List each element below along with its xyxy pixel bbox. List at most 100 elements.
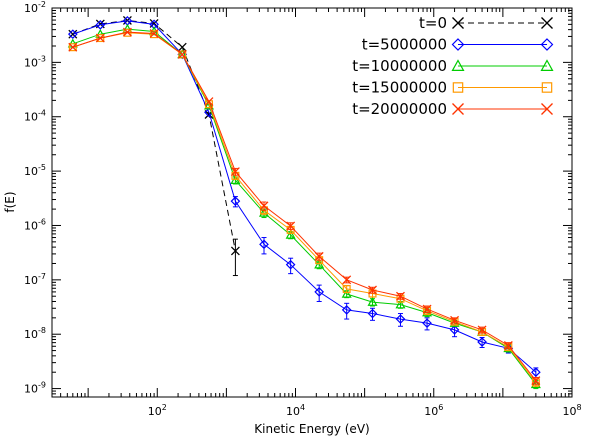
x-tick-label: 102: [148, 403, 167, 418]
data-point: [259, 239, 269, 250]
marker-stroke: [531, 376, 541, 386]
data-point: [230, 196, 241, 207]
legend-marker: [451, 38, 465, 51]
legend-entry-0: t=0: [419, 14, 553, 32]
data-point: [395, 299, 406, 309]
legend-marker: [452, 82, 464, 93]
data-point: [449, 325, 460, 335]
x-tick-label: 104: [286, 403, 305, 418]
data-point: [95, 33, 105, 43]
x-axis-label: Kinetic Energy (eV): [254, 422, 369, 436]
plot-area: [67, 15, 541, 390]
marker-stroke: [422, 304, 432, 314]
axes: 102 104 106 108 10-2 10-3 10-4 10-5 10-6 10-7 10-8…: [24, 0, 582, 418]
legend-marker: [452, 17, 464, 29]
data-point: [149, 29, 159, 38]
marker-stroke: [230, 246, 240, 256]
marker-stroke: [503, 341, 513, 350]
marker-stroke: [204, 97, 214, 107]
marker-stroke: [286, 221, 296, 231]
y-tick-label: 10-2: [24, 0, 46, 15]
data-point: [67, 29, 78, 40]
series-2: [67, 23, 541, 390]
data-point: [68, 42, 78, 52]
data-point: [341, 288, 352, 298]
legend-entry-2: t=10000000: [352, 57, 554, 75]
series-4: [68, 27, 541, 386]
data-point: [314, 259, 325, 269]
legend-label: t=15000000: [352, 79, 447, 97]
x-tick-label: 106: [424, 403, 443, 418]
y-tick-label: 10-9: [24, 381, 46, 396]
data-point: [150, 30, 159, 39]
marker-stroke: [541, 103, 553, 115]
data-point: [342, 284, 351, 293]
legend: t=0 t=5000000 t=10000000 t=15000000 t=200000…: [352, 14, 554, 118]
marker-stroke: [342, 275, 352, 285]
marker-stroke: [450, 315, 460, 325]
y-tick-label: 10-3: [24, 54, 46, 69]
data-point: [367, 296, 378, 306]
marker-stroke: [177, 49, 187, 59]
plot-frame: [51, 7, 573, 398]
marker-stroke: [477, 325, 487, 335]
data-point: [230, 167, 240, 177]
data-point: [503, 341, 513, 350]
data-point: [422, 304, 432, 314]
marker-stroke: [259, 201, 269, 211]
legend-marker: [541, 17, 553, 29]
legend-label: t=0: [419, 14, 447, 32]
marker-stroke: [396, 291, 405, 301]
series-3: [68, 28, 540, 387]
data-point: [68, 43, 77, 52]
series-line: [72, 20, 537, 373]
series-0: [68, 15, 240, 277]
legend-entry-4: t=20000000: [352, 100, 553, 118]
data-point: [204, 97, 214, 107]
y-tick-label: 10-8: [24, 326, 46, 341]
data-point: [368, 285, 377, 295]
data-point: [177, 49, 187, 59]
legend-marker: [541, 103, 553, 115]
legend-label: t=5000000: [362, 36, 447, 54]
y-tick-label: 10-7: [24, 272, 46, 287]
data-point: [285, 259, 296, 270]
legend-entry-1: t=5000000: [362, 36, 554, 54]
data-point: [395, 314, 406, 324]
legend-marker: [540, 59, 554, 72]
data-point: [258, 207, 270, 217]
data-point: [422, 318, 432, 328]
marker-stroke: [122, 27, 132, 37]
data-point: [259, 201, 269, 211]
legend-entry-3: t=15000000: [352, 79, 553, 97]
marker-stroke: [452, 103, 464, 115]
marker-stroke: [541, 17, 553, 29]
data-point: [177, 49, 188, 60]
marker-stroke: [368, 285, 377, 295]
marker-stroke: [314, 251, 324, 261]
series-1: [67, 16, 541, 378]
marker-stroke: [68, 42, 78, 52]
y-axis-label: f(E): [3, 191, 17, 212]
data-point: [285, 229, 296, 239]
data-point: [230, 246, 240, 256]
data-point: [122, 27, 132, 37]
x-tick-label: 108: [562, 403, 581, 418]
data-point: [367, 308, 378, 319]
data-point: [531, 367, 541, 378]
series-line: [72, 32, 537, 383]
legend-marker: [452, 103, 464, 115]
series-line: [72, 19, 236, 251]
data-point: [96, 34, 105, 43]
legend-marker: [541, 82, 553, 93]
legend-marker: [451, 59, 465, 72]
y-tick-label: 10-5: [24, 163, 46, 178]
data-point: [450, 315, 460, 325]
data-point: [531, 376, 541, 386]
y-tick-label: 10-6: [24, 217, 46, 232]
y-tick-label: 10-4: [24, 109, 46, 124]
marker-stroke: [149, 29, 159, 38]
data-point: [477, 337, 487, 347]
